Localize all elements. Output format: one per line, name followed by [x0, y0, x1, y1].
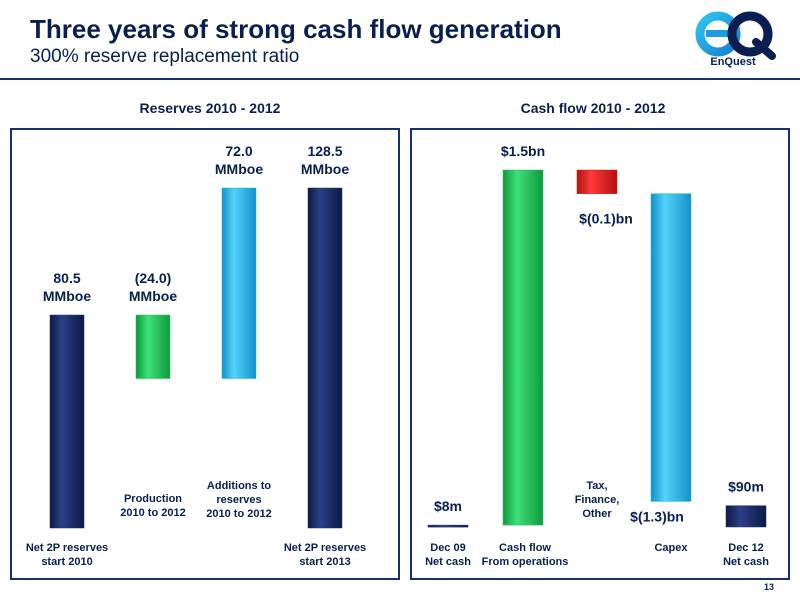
reserves-value-label-2: (24.0) MMboe [129, 270, 177, 304]
logo-bar [706, 30, 732, 37]
cashflow-category-label-4: Capex [654, 542, 688, 554]
cashflow-category-label-2: Cash flow From operations [482, 542, 569, 568]
reserves-bar-1 [49, 314, 85, 529]
reserves-category-label-3: Additions to reserves 2010 to 2012 [206, 480, 271, 520]
logo-tail [752, 38, 776, 60]
cashflow-bar-1 [427, 524, 469, 528]
page-subtitle: 300% reserve replacement ratio [30, 46, 300, 67]
page-title: Three years of strong cash flow generati… [30, 14, 562, 44]
page-number: 13 [763, 582, 774, 592]
reserves-bar-2 [135, 314, 171, 379]
reserves-value-label-4: 128.5 MMboe [301, 143, 349, 177]
cashflow-bar-5 [725, 505, 767, 528]
cashflow-value-label-1: $8m [434, 498, 462, 514]
logo-wordmark: EnQuest [710, 56, 756, 68]
cashflow-category-label-1: Dec 09 Net cash [425, 542, 471, 568]
logo-ring-right [727, 11, 773, 57]
enquest-logo [695, 11, 776, 60]
cashflow-panel-title: Cash flow 2010 - 2012 [520, 100, 666, 116]
cashflow-panel [410, 128, 790, 580]
cashflow-bar-4 [650, 193, 692, 502]
cashflow-category-label-5: Dec 12 Net cash [723, 542, 769, 568]
header-divider [0, 78, 800, 80]
reserves-bar-3 [221, 187, 257, 379]
cashflow-bar-3 [576, 169, 618, 194]
reserves-category-label-1: Net 2P reserves start 2010 [26, 542, 108, 568]
reserves-bar-4 [307, 187, 343, 529]
reserves-category-label-4: Net 2P reserves start 2013 [284, 542, 366, 568]
cashflow-value-label-3: $(0.1)bn [579, 211, 633, 227]
reserves-value-label-3: 72.0 MMboe [215, 143, 263, 177]
reserves-category-label-2: Production 2010 to 2012 [120, 493, 185, 519]
cashflow-value-label-4: $(1.3)bn [630, 508, 684, 524]
cashflow-value-label-2: $1.5bn [501, 143, 545, 159]
cashflow-bar-2 [502, 169, 544, 526]
reserves-panel-title: Reserves 2010 - 2012 [139, 100, 281, 116]
cashflow-category-label-3: Tax, Finance, Other [575, 480, 620, 520]
cashflow-value-label-5: $90m [728, 479, 764, 495]
reserves-value-label-1: 80.5 MMboe [43, 270, 91, 304]
